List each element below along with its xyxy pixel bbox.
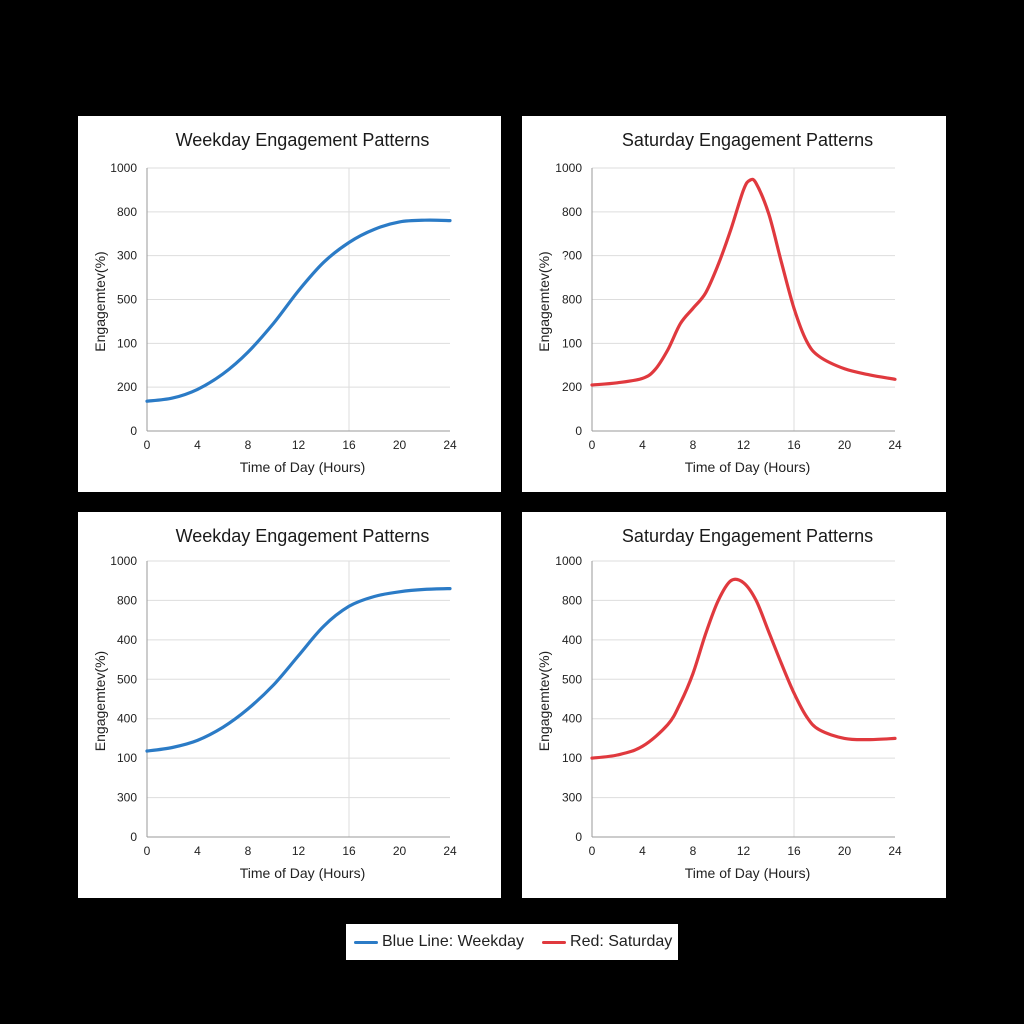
legend-entry-weekday: Blue Line: Weekday <box>354 933 524 951</box>
weekday-chart-bottom: 0 300 100 400 500 400 800 1000 0 4 8 12 16 20 24 Weekda… <box>78 512 501 898</box>
weekday-chart-top: 0 200 100 500 300 800 1000 0 4 8 12 16 20 24 Weekday E… <box>78 116 501 492</box>
x-tick-label: 20 <box>838 844 852 858</box>
chart-title: Weekday Engagement Patterns <box>176 526 430 546</box>
y-tick-label: 800 <box>117 205 137 219</box>
x-tick-label: 4 <box>639 438 646 452</box>
x-tick-label: 24 <box>888 844 902 858</box>
x-tick-label: 8 <box>690 844 697 858</box>
y-tick-label: 100 <box>117 336 137 350</box>
y-tick-label: 500 <box>117 293 137 307</box>
y-tick-label: 500 <box>562 672 582 686</box>
saturday-chart-bottom: 0 300 100 400 500 400 800 1000 0 4 8 12 16 20 24 Saturd… <box>522 512 946 898</box>
x-tick-label: 12 <box>737 438 751 452</box>
x-tick-label: 16 <box>787 844 801 858</box>
x-tick-label: 24 <box>443 844 457 858</box>
x-tick-label: 0 <box>144 844 151 858</box>
x-tick-label: 20 <box>393 844 407 858</box>
y-tick-label: 400 <box>562 633 582 647</box>
y-tick-label: 0 <box>575 830 582 844</box>
y-tick-label: 0 <box>130 424 137 438</box>
y-tick-label: 1000 <box>555 554 582 568</box>
x-axis-label: Time of Day (Hours) <box>240 865 366 881</box>
chart-title: Weekday Engagement Patterns <box>176 130 430 150</box>
y-tick-label: 400 <box>117 633 137 647</box>
x-tick-label: 8 <box>245 438 252 452</box>
legend-weekday-swatch <box>354 940 378 944</box>
legend-saturday-swatch <box>542 940 567 944</box>
x-tick-label: 0 <box>589 844 596 858</box>
y-tick-label: 800 <box>562 593 582 607</box>
series-line-saturday <box>590 577 897 760</box>
chart-title: Saturday Engagement Patterns <box>622 130 873 150</box>
x-tick-label: 4 <box>194 438 201 452</box>
saturday-chart-top: 0 200 100 800 ?00 800 1000 0 4 8 12 16 20 24 Saturday … <box>522 116 946 492</box>
x-tick-label: 16 <box>787 438 801 452</box>
y-tick-label: 1000 <box>110 161 137 175</box>
y-axis-label: Engagemtev(%) <box>92 651 108 751</box>
legend-saturday-label: Red: Saturday <box>570 933 673 950</box>
y-tick-label: 200 <box>562 380 582 394</box>
x-tick-label: 16 <box>342 844 356 858</box>
x-tick-label: 12 <box>292 844 306 858</box>
x-tick-label: 4 <box>194 844 201 858</box>
y-tick-label: 100 <box>562 751 582 765</box>
y-tick-label: 200 <box>117 380 137 394</box>
x-tick-label: 12 <box>737 844 751 858</box>
y-tick-label: 300 <box>117 791 137 805</box>
chart-svg: 0 300 100 400 500 400 800 1000 0 4 8 12 16 20 24 Weekda… <box>92 526 457 881</box>
x-tick-label: 4 <box>639 844 646 858</box>
x-tick-label: 20 <box>838 438 852 452</box>
y-axis-label: Engagemtev(%) <box>92 251 108 351</box>
y-tick-label: 500 <box>117 672 137 686</box>
chart-svg: 0 300 100 400 500 400 800 1000 0 4 8 12 16 20 24 Saturd… <box>536 526 902 881</box>
y-tick-label: 800 <box>562 205 582 219</box>
series-line-weekday <box>145 218 452 403</box>
y-tick-label: 100 <box>562 336 582 350</box>
y-tick-label: 100 <box>117 751 137 765</box>
series-line-saturday <box>590 177 897 387</box>
y-tick-label: 400 <box>117 712 137 726</box>
y-tick-label: 800 <box>117 593 137 607</box>
x-axis-label: Time of Day (Hours) <box>685 865 811 881</box>
y-tick-label: 0 <box>575 424 582 438</box>
legend-entry-saturday: Red: Saturday <box>542 933 672 951</box>
x-axis-label: Time of Day (Hours) <box>685 459 811 475</box>
x-tick-label: 24 <box>443 438 457 452</box>
y-axis-label: Engagemtev(%) <box>536 251 552 351</box>
x-tick-label: 24 <box>888 438 902 452</box>
x-tick-label: 8 <box>690 438 697 452</box>
x-tick-label: 0 <box>144 438 151 452</box>
y-tick-label: 1000 <box>110 554 137 568</box>
x-axis-label: Time of Day (Hours) <box>240 459 366 475</box>
series-line-weekday <box>145 587 452 753</box>
chart-svg: 0 200 100 800 ?00 800 1000 0 4 8 12 16 20 24 Saturday … <box>536 130 902 475</box>
y-axis-label: Engagemtev(%) <box>536 651 552 751</box>
x-tick-label: 12 <box>292 438 306 452</box>
chart-title: Saturday Engagement Patterns <box>622 526 873 546</box>
legend-weekday-label: Blue Line: Weekday <box>382 933 525 950</box>
x-tick-label: 20 <box>393 438 407 452</box>
y-tick-label: 300 <box>117 249 137 263</box>
y-tick-label: 0 <box>130 830 137 844</box>
chart-legend: Blue Line: Weekday Red: Saturday <box>346 924 678 960</box>
y-tick-label: ?00 <box>562 249 582 263</box>
y-tick-label: 300 <box>562 791 582 805</box>
x-tick-label: 8 <box>245 844 252 858</box>
y-tick-label: 800 <box>562 293 582 307</box>
y-tick-label: 400 <box>562 712 582 726</box>
x-tick-label: 16 <box>342 438 356 452</box>
chart-svg: 0 200 100 500 300 800 1000 0 4 8 12 16 20 24 Weekday E… <box>92 130 457 475</box>
x-tick-label: 0 <box>589 438 596 452</box>
y-tick-label: 1000 <box>555 161 582 175</box>
